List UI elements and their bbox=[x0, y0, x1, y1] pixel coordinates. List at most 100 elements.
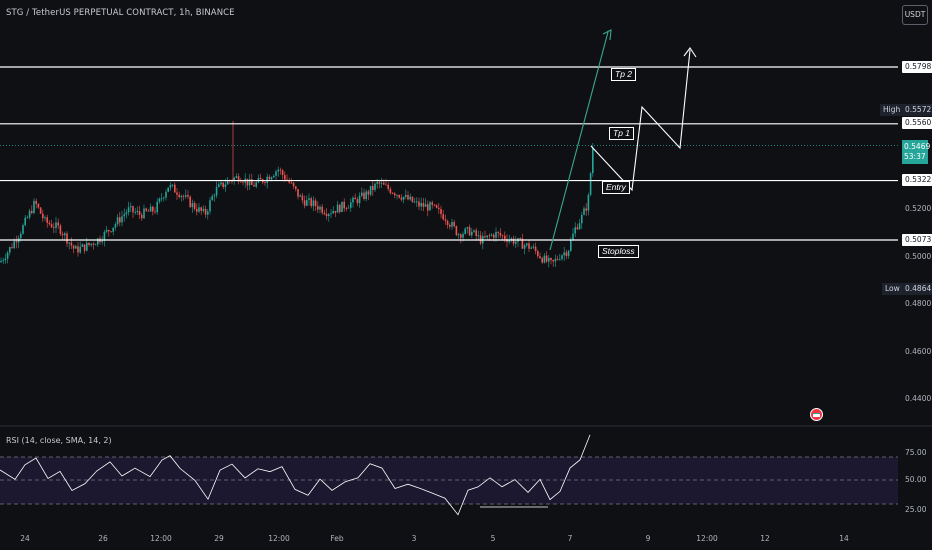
candles-layer bbox=[0, 120, 594, 268]
candle-body bbox=[440, 209, 442, 215]
candle-body bbox=[48, 222, 51, 225]
candle-body bbox=[68, 242, 70, 244]
candle-body bbox=[101, 240, 103, 243]
candle-body bbox=[77, 246, 79, 253]
candle-body bbox=[486, 235, 488, 238]
candle-body bbox=[369, 185, 372, 195]
candle-body bbox=[380, 182, 383, 184]
rsi-axis-label: 25.00 bbox=[905, 505, 927, 514]
candle-body bbox=[251, 179, 253, 186]
candle-body bbox=[152, 206, 154, 212]
candle-body bbox=[473, 230, 475, 232]
currency-button[interactable]: USDT bbox=[902, 5, 928, 25]
candle-body bbox=[28, 210, 31, 218]
candle-body bbox=[53, 227, 55, 229]
candle-body bbox=[57, 222, 59, 226]
candle-body bbox=[587, 194, 590, 211]
low-label: Low bbox=[882, 283, 903, 295]
candle-body bbox=[174, 184, 176, 193]
candle-body bbox=[347, 207, 350, 209]
candle-body bbox=[147, 210, 150, 212]
candle-body bbox=[385, 184, 387, 186]
time-label: 9 bbox=[645, 534, 651, 543]
time-label: 12:00 bbox=[696, 534, 718, 543]
candle-body bbox=[180, 195, 183, 198]
flag-icon[interactable] bbox=[810, 408, 823, 421]
level-tag-tp1: 0.5560 bbox=[902, 117, 932, 129]
candle-body bbox=[204, 208, 207, 215]
candle-body bbox=[233, 177, 235, 182]
candle-body bbox=[253, 185, 255, 187]
candle-body bbox=[0, 260, 2, 263]
candle-body bbox=[275, 171, 277, 176]
high-value: 0.5572 bbox=[902, 104, 932, 116]
candle-body bbox=[484, 236, 486, 238]
candle-body bbox=[468, 227, 471, 236]
candle-body bbox=[176, 192, 178, 195]
candle-body bbox=[552, 260, 554, 262]
candle-body bbox=[574, 227, 576, 234]
candle-body bbox=[350, 202, 352, 208]
candle-body bbox=[114, 224, 117, 228]
candle-body bbox=[70, 242, 73, 246]
candle-body bbox=[374, 183, 376, 190]
annotation-tp1[interactable]: Tp 1 bbox=[609, 127, 635, 140]
candle-body bbox=[13, 241, 15, 249]
candle-body bbox=[94, 244, 97, 246]
candle-body bbox=[259, 178, 262, 180]
candle-body bbox=[178, 194, 180, 198]
annotation-stoploss[interactable]: Stoploss bbox=[598, 245, 639, 258]
candle-body bbox=[545, 255, 548, 262]
candle-body bbox=[218, 184, 220, 188]
forecast-arrow-green bbox=[549, 31, 609, 251]
candle-body bbox=[429, 202, 431, 211]
candle-body bbox=[136, 211, 139, 213]
candle-body bbox=[154, 211, 156, 213]
candle-body bbox=[9, 247, 11, 253]
candle-body bbox=[510, 238, 513, 240]
candle-body bbox=[11, 247, 13, 249]
price-label: 0.5000 bbox=[905, 252, 932, 261]
candle-body bbox=[182, 195, 185, 197]
candle-body bbox=[306, 199, 308, 206]
candle-body bbox=[490, 234, 493, 236]
candle-body bbox=[226, 180, 229, 185]
rsi-indicator-label[interactable]: RSI (14, close, SMA, 14, 2) bbox=[6, 436, 112, 445]
candle-body bbox=[354, 197, 356, 200]
candle-body bbox=[235, 176, 238, 178]
candle-body bbox=[116, 217, 119, 225]
candle-body bbox=[319, 206, 321, 210]
candle-body bbox=[268, 176, 271, 180]
candle-body bbox=[39, 207, 42, 214]
candle-body bbox=[405, 194, 407, 197]
annotation-entry[interactable]: Entry bbox=[602, 181, 630, 194]
candle-body bbox=[130, 206, 132, 208]
candle-body bbox=[222, 182, 224, 188]
candle-body bbox=[123, 214, 125, 217]
forecast-arrowhead-white bbox=[683, 47, 697, 58]
candle-body bbox=[508, 239, 510, 242]
candle-body bbox=[301, 195, 304, 201]
candle-body bbox=[391, 193, 394, 194]
candle-body bbox=[541, 258, 543, 263]
time-label: 7 bbox=[567, 534, 573, 543]
candle-body bbox=[332, 211, 334, 214]
candle-body bbox=[143, 208, 145, 219]
annotation-tp2[interactable]: Tp 2 bbox=[611, 68, 637, 81]
time-label: 14 bbox=[839, 534, 849, 543]
level-tag-entry: 0.5322 bbox=[902, 174, 932, 186]
candle-body bbox=[394, 193, 396, 196]
candle-body bbox=[165, 191, 167, 198]
candle-body bbox=[523, 245, 526, 249]
candle-body bbox=[156, 201, 158, 213]
candle-body bbox=[314, 200, 317, 207]
candle-body bbox=[171, 184, 174, 186]
candle-body bbox=[35, 200, 37, 204]
candle-body bbox=[330, 213, 332, 215]
candle-body bbox=[581, 214, 583, 224]
candle-body bbox=[532, 246, 535, 248]
candle-body bbox=[361, 192, 363, 196]
candle-body bbox=[556, 258, 559, 260]
